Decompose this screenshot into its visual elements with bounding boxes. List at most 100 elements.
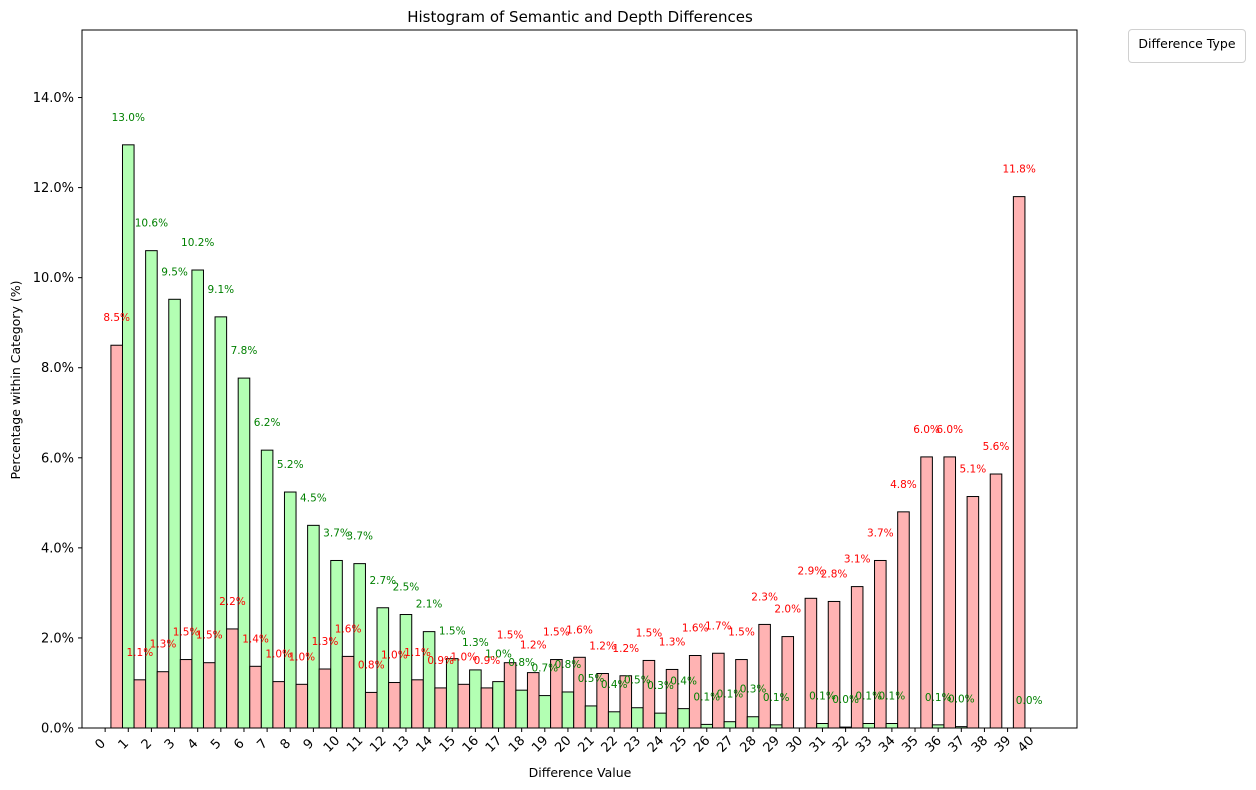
bar-green-9 [214,316,228,729]
bar-value-label: 1.0% [288,651,315,663]
bar-red-61 [827,600,841,729]
bar-value-label: 3.1% [844,554,871,566]
bar-value-label: 1.1% [404,647,431,659]
x-tick-label: 28 [737,733,759,755]
x-tick-label: 16 [460,733,482,755]
y-tick-label: 6.0% [41,451,74,466]
bar-red-18 [318,668,332,729]
bar-value-label: 0.0% [1016,695,1043,707]
bar-value-label: 1.5% [439,626,466,638]
bar-green-64 [862,723,876,729]
bar-green-47 [654,712,667,729]
x-axis-label: Difference Value [529,765,632,780]
bar-value-label: 7.8% [231,345,258,357]
bar-value-label: 1.6% [335,623,362,635]
bar-green-5 [168,298,181,729]
bar-red-2 [133,679,147,729]
bar-value-label: 1.5% [196,630,223,642]
bar-value-label: 1.2% [520,640,547,652]
bar-red-65 [874,559,887,729]
bar-green-29 [445,658,459,729]
x-tick-label: 17 [483,733,505,755]
x-tick-label: 39 [992,733,1014,755]
x-tick-label: 33 [853,733,875,755]
x-tick-label: 25 [668,733,690,755]
bar-value-label: 10.6% [135,218,168,230]
bar-value-label: 1.5% [728,627,755,639]
bar-green-37 [538,695,552,729]
x-tick-label: 37 [946,733,968,755]
y-tick-label: 2.0% [41,631,74,646]
bar-value-label: 5.6% [983,441,1010,453]
bar-value-label: 8.5% [103,312,130,324]
bar-green-39 [561,691,575,729]
bar-value-label: 3.7% [867,527,894,539]
x-tick-label: 34 [876,733,898,755]
bar-red-68 [920,456,933,729]
bar-green-7 [191,269,204,729]
bar-green-25 [399,614,413,729]
bar-value-label: 0.0% [832,694,859,706]
chart-title: Histogram of Semantic and Depth Differen… [407,8,753,26]
bar-green-11 [237,377,251,729]
x-tick-label: 0 [92,736,108,752]
x-tick-label: 30 [784,733,806,755]
bar-value-label: 2.7% [369,575,396,587]
x-tick-label: 40 [1015,733,1037,755]
bar-value-label: 1.6% [682,623,709,635]
x-tick-label: 1 [116,736,132,752]
bar-value-label: 0.5% [578,673,605,685]
legend: Difference Type [1128,29,1246,63]
bar-value-label: 2.2% [219,596,246,608]
bar-value-label: 0.1% [717,689,744,701]
bar-value-label: 10.2% [181,237,214,249]
bar-red-46 [642,659,656,729]
bar-value-label: 1.5% [497,630,524,642]
bar-green-17 [307,524,320,729]
x-tick-label: 5 [208,736,224,752]
bar-red-6 [179,659,193,729]
bar-value-label: 0.1% [693,691,720,703]
x-tick-label: 18 [506,733,528,755]
legend-title: Difference Type [1138,36,1236,51]
bar-value-label: 0.8% [358,659,385,671]
bar-green-45 [631,707,644,729]
bar-value-label: 0.7% [531,663,558,675]
bar-red-30 [457,683,471,729]
x-tick-label: 19 [529,733,551,755]
bar-value-label: 0.1% [879,691,906,703]
bar-red-24 [388,682,401,729]
x-tick-label: 15 [437,733,459,755]
bar-red-74 [1012,196,1026,729]
y-tick-label: 4.0% [41,541,74,556]
bar-value-label: 1.2% [612,643,639,655]
x-tick-label: 21 [575,733,597,755]
x-tick-label: 7 [254,736,270,752]
bar-red-14 [272,681,285,729]
bar-red-22 [364,691,378,729]
bar-red-70 [943,456,957,729]
x-tick-label: 23 [622,733,644,755]
bar-value-label: 0.8% [555,659,582,671]
bar-red-4 [156,671,170,729]
y-tick-label: 12.0% [33,181,74,196]
bar-green-35 [515,689,528,729]
x-tick-label: 27 [714,733,736,755]
bar-red-32 [480,687,494,729]
x-tick-label: 24 [645,733,667,755]
bar-green-15 [283,491,297,729]
bar-value-label: 4.5% [300,492,327,504]
bar-green-13 [260,449,274,729]
bar-red-34 [503,662,517,729]
bar-value-label: 0.1% [925,692,952,704]
bar-value-label: 0.5% [624,675,651,687]
x-tick-label: 29 [761,733,783,755]
bar-value-label: 1.5% [543,627,570,639]
bar-red-73 [989,473,1003,729]
x-tick-label: 36 [923,733,945,755]
bar-value-label: 2.0% [774,604,801,616]
bar-red-10 [226,628,239,729]
bar-value-label: 0.9% [474,655,501,667]
bar-labels-layer: 8.5% 13.0% 1.1% 10.6% 1.3% 9.5% 1.5% 10.2% 1.5% 9… [103,112,1042,707]
